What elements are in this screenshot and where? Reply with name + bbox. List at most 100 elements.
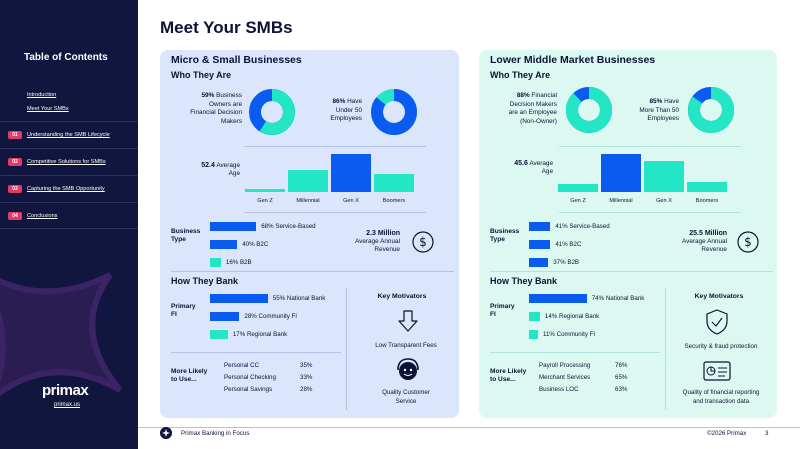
generation-bar [374,174,414,192]
toc-item-label: Understanding the SMB Lifecycle [27,132,110,138]
likely-item: Payroll Processing [539,362,591,369]
hbar [529,330,538,339]
toc-item-label: Conclusions [27,213,58,219]
primax-logo: primax [42,382,89,399]
generation-label: Boomers [382,198,406,204]
stat-decision-makers: 59% Business Owners are Financial Decisi… [190,92,242,125]
report-icon [703,361,731,381]
hbar-label: 68% Service-Based [261,223,316,230]
generation-label: Gen X [656,198,672,204]
divider [346,288,347,410]
motivator-fees: Low Transparent Fees [375,342,437,349]
hbar-label: 55% National Bank [272,295,326,302]
divider [171,352,341,353]
generation-label: Boomers [695,198,719,204]
likely-item: Personal Savings [224,386,273,393]
panel-micro-small: Micro & Small Businesses Who They Are 59… [160,50,459,418]
generation-label: Gen Z [257,198,273,204]
divider [665,288,666,410]
sparkle-icon [160,427,172,439]
generation-bar [644,161,684,192]
hbar [529,312,540,321]
stat-employees: 85% Have More Than 50 Employees [639,98,679,122]
motivator-service: Quality Customer Service [382,389,430,405]
svg-text:$: $ [744,235,752,249]
likely-item: Business LOC [539,386,579,393]
toc-number: 02 [8,158,22,166]
headset-icon [397,358,419,380]
dollar-icon: $ [737,231,759,253]
hbar [529,294,587,303]
divider [490,271,773,272]
donut-chart-employees [688,87,734,133]
divider [171,271,454,272]
toc-item-label: Competitive Solutions for SMBs [27,159,106,165]
page-title: Meet Your SMBs [160,18,293,37]
svg-text:$: $ [419,235,427,249]
dollar-icon: $ [412,231,434,253]
likely-item: Personal CC [224,362,260,369]
likely-pct: 76% [615,362,628,369]
motivator-reporting: Quality of financial reporting and transa… [682,389,760,405]
hbar-label: 28% Community FI [244,313,297,320]
key-motivators-title: Key Motivators [377,293,427,300]
who-they-are-heading: Who They Are [171,70,232,80]
footer-divider [138,427,800,428]
average-age: 45.6 Average Age [514,160,553,175]
hbar [210,330,228,339]
likely-pct: 63% [615,386,628,393]
generation-bar [687,182,727,192]
primax-url-link[interactable]: primax.us [54,402,81,408]
business-type-label: Business Type [490,228,520,243]
panel-title: Lower Middle Market Businesses [490,54,656,66]
average-revenue: 25.5 Million Average Annual Revenue [681,230,727,253]
toc-item-label: Capturing the SMB Opportunity [27,186,105,192]
generation-bar [331,154,371,192]
hbar-label: 41% Service-Based [555,223,610,230]
sidebar: Table of Contents Introduction Meet Your… [0,0,138,449]
toc-item-2[interactable]: 02 Competitive Solutions for SMBs [0,148,138,175]
hbar [210,240,238,249]
primary-fi-label: Primary FI [490,303,515,318]
page-number: 3 [765,430,769,437]
divider [244,212,426,213]
more-likely-label: More Likely to Use... [490,368,527,383]
how-they-bank-heading: How They Bank [490,276,558,286]
more-likely-label: More Likely to Use... [171,368,208,383]
donut-chart-decision-makers [566,87,612,133]
donut-value-arc [371,89,417,135]
panel-title: Micro & Small Businesses [171,54,302,66]
generation-chart: Gen Z Millennial Gen X Boomers [558,150,730,204]
donut-value-arc [688,87,734,133]
motivator-security: Security & fraud protection [684,343,758,350]
panel-lower-middle-market: Lower Middle Market Businesses Who They … [479,50,777,418]
generation-label: Gen Z [570,198,586,204]
divider [490,352,660,353]
toc-link-introduction[interactable]: Introduction [27,92,57,98]
generation-bar [601,154,641,192]
hbar-label: 17% Regional Bank [232,331,288,338]
toc-item-4[interactable]: 04 Conclusions [0,202,138,229]
down-arrow-icon [398,310,418,332]
average-revenue: 2.3 Million Average Annual Revenue [354,230,400,253]
toc-link-meet-your-smbs[interactable]: Meet Your SMBs [27,106,69,112]
hbar [529,222,551,231]
donut-value-arc [249,89,295,135]
who-they-are-heading: Who They Are [490,70,551,80]
generation-bar [245,189,285,192]
generation-label: Gen X [343,198,359,204]
donut-chart-employees [371,89,417,135]
likely-pct: 35% [300,362,313,369]
toc-number: 03 [8,185,22,193]
toc-item-3[interactable]: 03 Capturing the SMB Opportunity [0,175,138,202]
donut-value-arc [566,87,612,133]
toc-item-1[interactable]: 01 Understanding the SMB Lifecycle [0,121,138,148]
hbar [210,222,257,231]
likely-item: Merchant Services [539,374,591,381]
hbar [210,312,240,321]
likely-item: Personal Checking [224,374,276,381]
generation-bar [558,184,598,192]
key-motivators-title: Key Motivators [694,293,744,300]
hbar [529,240,551,249]
divider [559,212,741,213]
